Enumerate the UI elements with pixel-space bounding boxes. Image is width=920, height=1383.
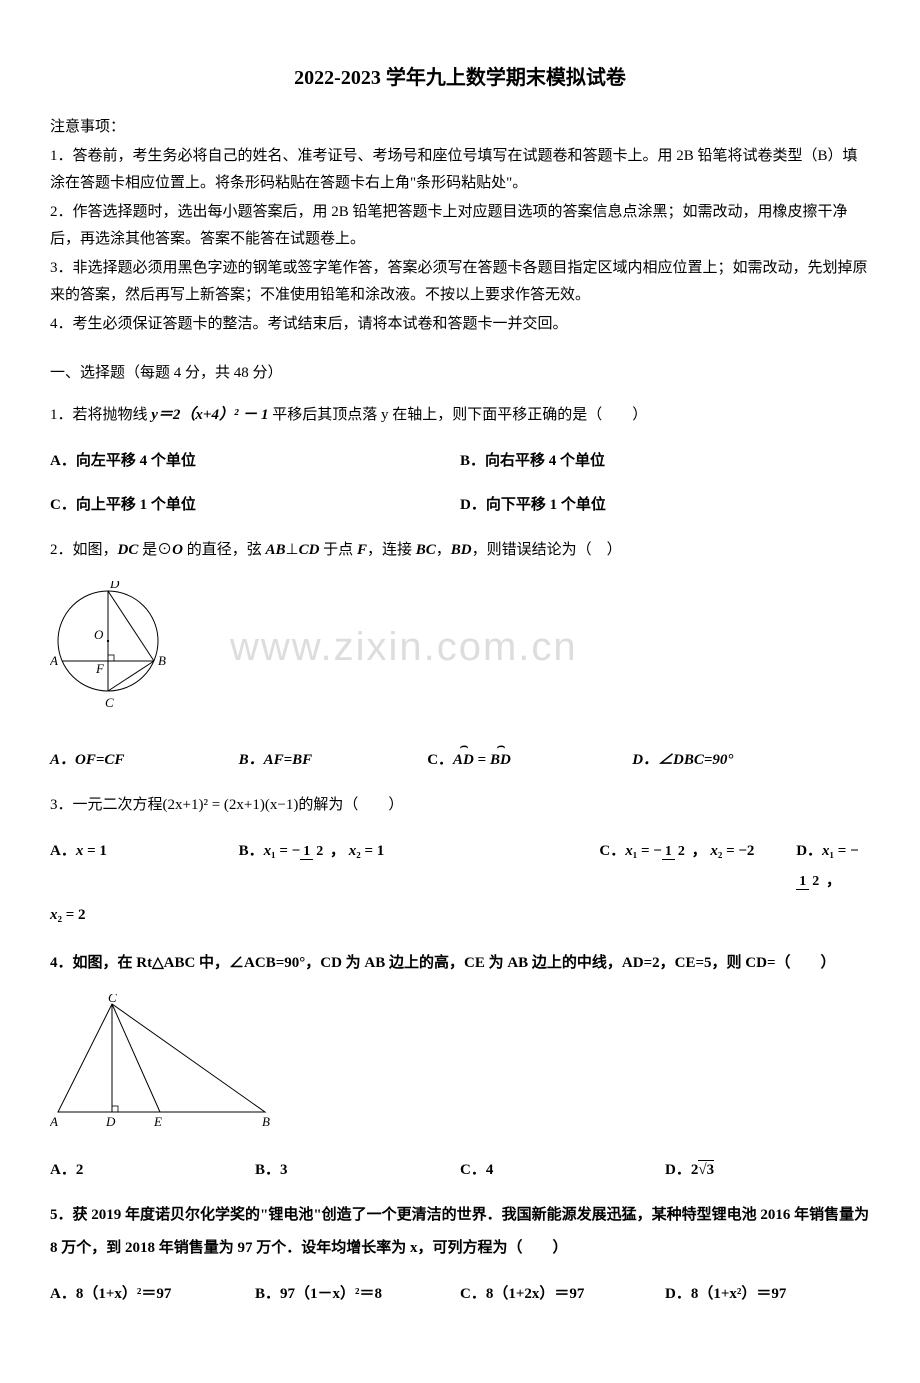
q2-figure: D C O A B F xyxy=(50,581,870,729)
section-header: 一、选择题（每题 4 分，共 48 分） xyxy=(50,360,870,387)
q2-option-b: B．AF=BF xyxy=(239,745,428,775)
q1-option-b: B．向右平移 4 个单位 xyxy=(460,446,870,476)
q1-option-d: D．向下平移 1 个单位 xyxy=(460,490,870,520)
q3-option-b: B．x₁ = −12 ， x₂ = 1 xyxy=(239,836,600,896)
arc-ad: AD xyxy=(453,745,474,775)
q4-option-c: C．4 xyxy=(460,1155,665,1185)
q5-option-d: D．8（1+x²）＝97 xyxy=(665,1279,870,1309)
q2-text: 2．如图，DC 是⊙O 的直径，弦 AB⊥CD 于点 F，连接 BC，BD，则错… xyxy=(50,542,622,558)
q2-options: A．OF=CF B．AF=BF C．AD = BD D．∠DBC=90° xyxy=(50,745,870,775)
q1-formula: y＝2（x+4）² － 1 xyxy=(151,407,268,423)
svg-text:E: E xyxy=(153,1114,162,1129)
q3-option-d: D．x₁ = −12 ， xyxy=(796,836,870,896)
q4-options: A．2 B．3 C．4 D．2√3 xyxy=(50,1155,870,1185)
q2-option-a: A．OF=CF xyxy=(50,745,239,775)
svg-text:B: B xyxy=(262,1114,270,1129)
circle-diagram: D C O A B F xyxy=(50,581,190,719)
arc-bd: BD xyxy=(490,745,511,775)
q4-option-d: D．2√3 xyxy=(665,1155,870,1185)
notice-item: 2．作答选择题时，选出每小题答案后，用 2B 铅笔把答题卡上对应题目选项的答案信… xyxy=(50,199,870,253)
q5-options: A．8（1+x）²＝97 B．97（1－x）²＝8 C．8（1+2x）＝97 D… xyxy=(50,1279,870,1309)
q1-options-row2: C．向上平移 1 个单位 D．向下平移 1 个单位 xyxy=(50,490,870,520)
q3-option-d-cont: x₂ = 2 xyxy=(50,902,870,929)
q1-options-row1: A．向左平移 4 个单位 B．向右平移 4 个单位 xyxy=(50,446,870,476)
q1-option-a: A．向左平移 4 个单位 xyxy=(50,446,460,476)
sqrt-val: 3 xyxy=(707,1162,715,1178)
q5-option-a: A．8（1+x）²＝97 xyxy=(50,1279,255,1309)
triangle-diagram: C A D E B xyxy=(50,994,280,1129)
svg-text:D: D xyxy=(109,581,120,591)
sqrt-content: √3 xyxy=(698,1160,714,1178)
q1-option-c: C．向上平移 1 个单位 xyxy=(50,490,460,520)
q5-option-c: C．8（1+2x）＝97 xyxy=(460,1279,665,1309)
q3-options: A．x = 1 B．x₁ = −12 ， x₂ = 1 C．x₁ = −12 ，… xyxy=(50,836,870,896)
svg-text:A: A xyxy=(50,1114,58,1129)
q3-text-post: 的解为（ ） xyxy=(298,797,403,813)
svg-text:B: B xyxy=(158,653,166,668)
q2-option-c: C．AD = BD xyxy=(427,745,632,775)
notice-item: 3．非选择题必须用黑色字迹的钢笔或签字笔作答，答案必须写在答题卡各题目指定区域内… xyxy=(50,255,870,309)
question-5: 5．获 2019 年度诺贝尔化学奖的"锂电池"创造了一个更清洁的世界．我国新能源… xyxy=(50,1199,870,1265)
q2c-pre: C． xyxy=(427,752,453,768)
q4-option-a: A．2 xyxy=(50,1155,255,1185)
q3-option-a: A．x = 1 xyxy=(50,836,239,896)
svg-text:C: C xyxy=(105,695,114,710)
svg-text:C: C xyxy=(108,994,117,1005)
svg-text:F: F xyxy=(95,661,105,676)
notice-item: 1．答卷前，考生务必将自己的姓名、准考证号、考场号和座位号填写在试题卷和答题卡上… xyxy=(50,143,870,197)
question-2: 2．如图，DC 是⊙O 的直径，弦 AB⊥CD 于点 F，连接 BC，BD，则错… xyxy=(50,534,870,567)
svg-text:D: D xyxy=(105,1114,116,1129)
q1-text-pre: 1．若将抛物线 xyxy=(50,407,151,423)
q4-option-b: B．3 xyxy=(255,1155,460,1185)
question-1: 1．若将抛物线 y＝2（x+4）² － 1 平移后其顶点落 y 在轴上，则下面平… xyxy=(50,399,870,432)
q5-option-b: B．97（1－x）²＝8 xyxy=(255,1279,460,1309)
q3-option-c: C．x₁ = −12 ， x₂ = −2 xyxy=(599,836,796,896)
q2-option-d: D．∠DBC=90° xyxy=(632,745,870,775)
question-3: 3．一元二次方程(2x+1)² = (2x+1)(x−1)的解为（ ） xyxy=(50,789,870,822)
q4-figure: C A D E B xyxy=(50,994,870,1139)
notice-header: 注意事项： xyxy=(50,114,870,141)
svg-text:A: A xyxy=(50,653,58,668)
q3-text-pre: 3．一元二次方程 xyxy=(50,797,163,813)
question-4: 4．如图，在 Rt△ABC 中，∠ACB=90°，CD 为 AB 边上的高，CE… xyxy=(50,947,870,980)
q2c-eq: = xyxy=(474,752,490,768)
notice-item: 4．考生必须保证答题卡的整洁。考试结束后，请将本试卷和答题卡一并交回。 xyxy=(50,311,870,338)
q3-formula: (2x+1)² = (2x+1)(x−1) xyxy=(163,797,299,813)
exam-title: 2022-2023 学年九上数学期末模拟试卷 xyxy=(50,60,870,96)
svg-text:O: O xyxy=(94,627,104,642)
q4d-pre: D．2 xyxy=(665,1162,698,1178)
q1-text-post: 平移后其顶点落 y 在轴上，则下面平移正确的是（ ） xyxy=(268,407,647,423)
